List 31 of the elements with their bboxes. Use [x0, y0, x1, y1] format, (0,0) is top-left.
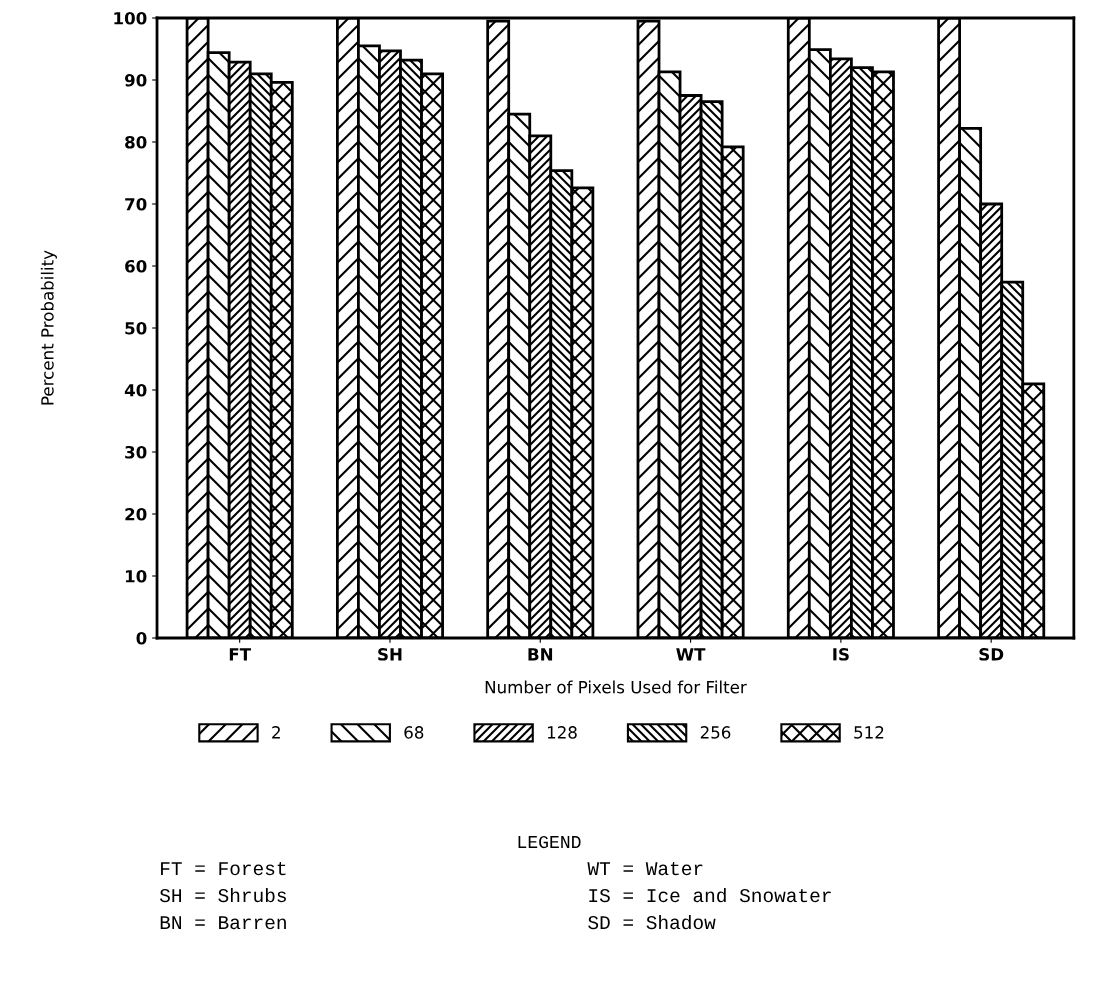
text: BN = Barren: [160, 916, 286, 930]
x-tick-label: WT: [676, 648, 706, 661]
y-axis-title: Percent Probability: [40, 250, 57, 405]
legend-label: 68: [404, 726, 424, 739]
text: LEGEND: [518, 835, 581, 849]
y-tick-label: 0: [136, 631, 147, 645]
legend-label: 512: [854, 726, 884, 739]
text: SD = Shadow: [588, 914, 716, 930]
y-tick-label: 60: [125, 259, 147, 273]
y-tick-label: 10: [125, 569, 147, 583]
text: SH = Shrubs: [159, 887, 286, 903]
x-tick-label: FT: [229, 648, 251, 661]
text: FT = Forest: [161, 862, 286, 876]
y-tick-label: 30: [125, 445, 147, 459]
x-tick-label: SD: [979, 648, 1004, 661]
x-tick-label: SH: [378, 648, 402, 661]
x-tick-label: IS: [833, 648, 849, 661]
y-tick-label: 90: [124, 73, 147, 87]
text: IS = Ice and Snowater: [589, 887, 831, 903]
y-tick-label: 40: [124, 383, 147, 397]
y-tick-label: 80: [125, 135, 147, 149]
legend-label: 128: [547, 726, 577, 739]
x-axis-title: Number of Pixels Used for Filter: [485, 680, 747, 694]
y-tick-label: 50: [125, 321, 147, 335]
y-tick-label: 70: [125, 197, 147, 211]
legend-label: 2: [272, 726, 280, 739]
legend-label: 256: [700, 726, 731, 739]
y-tick-label: 100: [114, 11, 147, 25]
y-tick-label: 20: [125, 507, 147, 521]
text: WT = Water: [587, 862, 703, 876]
x-tick-label: BN: [528, 648, 553, 661]
